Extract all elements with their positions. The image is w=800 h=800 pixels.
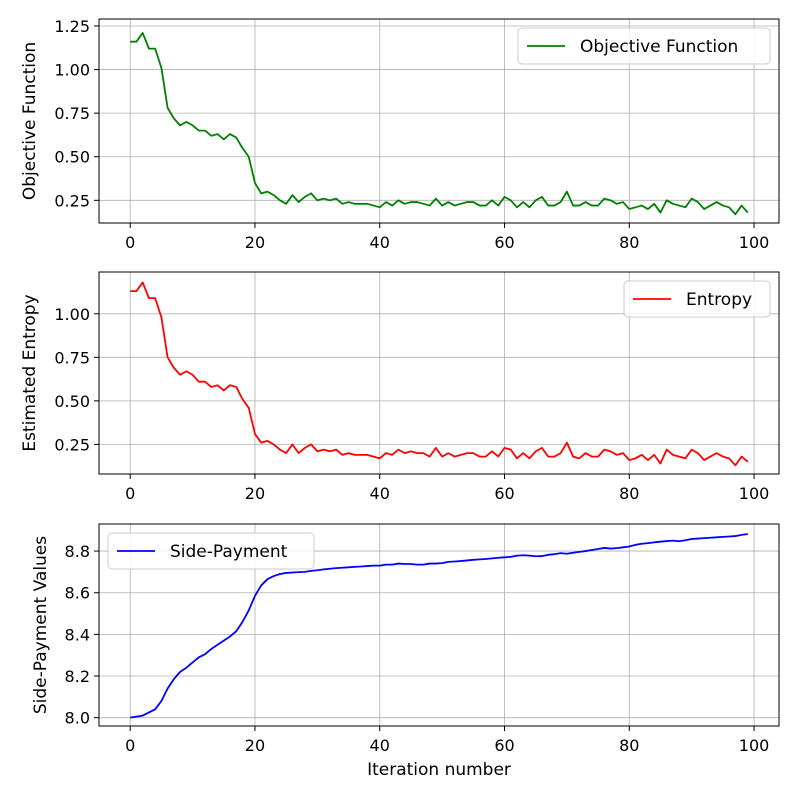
- y-tick-label: 0.25: [54, 191, 90, 210]
- x-tick-label: 0: [125, 736, 135, 755]
- x-tick-label: 0: [125, 233, 135, 252]
- estimated-entropy-y-axis-label: Estimated Entropy: [20, 294, 40, 451]
- y-tick-label: 1.25: [54, 17, 90, 36]
- x-tick-label: 100: [739, 484, 770, 503]
- x-tick-label: 60: [494, 233, 514, 252]
- y-tick-label: 0.75: [54, 104, 90, 123]
- y-tick-label: 8.8: [65, 542, 90, 561]
- x-tick-label: 80: [619, 736, 639, 755]
- axes-frame: [98, 18, 780, 224]
- y-tick-label: 1.00: [54, 61, 90, 80]
- y-tick-label: 0.75: [54, 348, 90, 367]
- legend: Objective Function: [517, 27, 771, 65]
- x-tick-label: 20: [245, 233, 265, 252]
- y-tick-label: 8.2: [65, 667, 90, 686]
- y-tick-label: 8.0: [65, 709, 90, 728]
- y-tick-label: 8.4: [65, 625, 90, 644]
- x-tick-label: 100: [739, 736, 770, 755]
- side-payment-series-line: [130, 533, 748, 719]
- x-tick-label: 60: [494, 484, 514, 503]
- legend-box: [107, 532, 315, 570]
- y-tick-label: 0.50: [54, 392, 90, 411]
- legend-label: Entropy: [686, 290, 752, 310]
- x-tick-label: 20: [245, 484, 265, 503]
- x-tick-label: 0: [125, 484, 135, 503]
- y-tick-label: 8.6: [65, 584, 90, 603]
- y-tick-label: 0.50: [54, 148, 90, 167]
- objective-function-series-line: [130, 32, 749, 216]
- x-tick-label: 60: [494, 736, 514, 755]
- legend-label: Objective Function: [580, 37, 738, 57]
- legend-box: [517, 27, 771, 65]
- side-payment-panel: 0 20 40 60 80 100 8.0 8.2 8.4 8.6 8.8 Side-Payment …: [31, 523, 780, 755]
- x-tick-label: 40: [370, 736, 390, 755]
- x-tick-label: 40: [370, 484, 390, 503]
- legend: Side-Payment: [107, 532, 315, 570]
- estimated-entropy-panel: 0 20 40 60 80 100 0.25 0.50 0.75 1.00 Estimated En…: [20, 271, 780, 503]
- x-tick-label: 100: [739, 233, 770, 252]
- axes-frame: [98, 271, 780, 475]
- x-tick-label: 80: [619, 484, 639, 503]
- legend-box: [623, 280, 771, 318]
- legend: Entropy: [623, 280, 771, 318]
- side-payment-y-axis-label: Side-Payment Values: [31, 536, 51, 714]
- estimated-entropy-series-line: [130, 281, 749, 467]
- x-axis-label: Iteration number: [367, 760, 511, 780]
- objective-function-panel: 0 20 40 60 80 100 0.25 0.50 0.75 1.00 1.25 Objectiv…: [20, 17, 780, 252]
- x-tick-label: 40: [370, 233, 390, 252]
- x-tick-label: 20: [245, 736, 265, 755]
- legend-label: Side-Payment: [170, 542, 288, 562]
- objective-function-y-axis-label: Objective Function: [20, 42, 40, 200]
- x-tick-label: 80: [619, 233, 639, 252]
- y-tick-label: 1.00: [54, 305, 90, 324]
- axes-frame: [98, 523, 780, 727]
- y-tick-label: 0.25: [54, 435, 90, 454]
